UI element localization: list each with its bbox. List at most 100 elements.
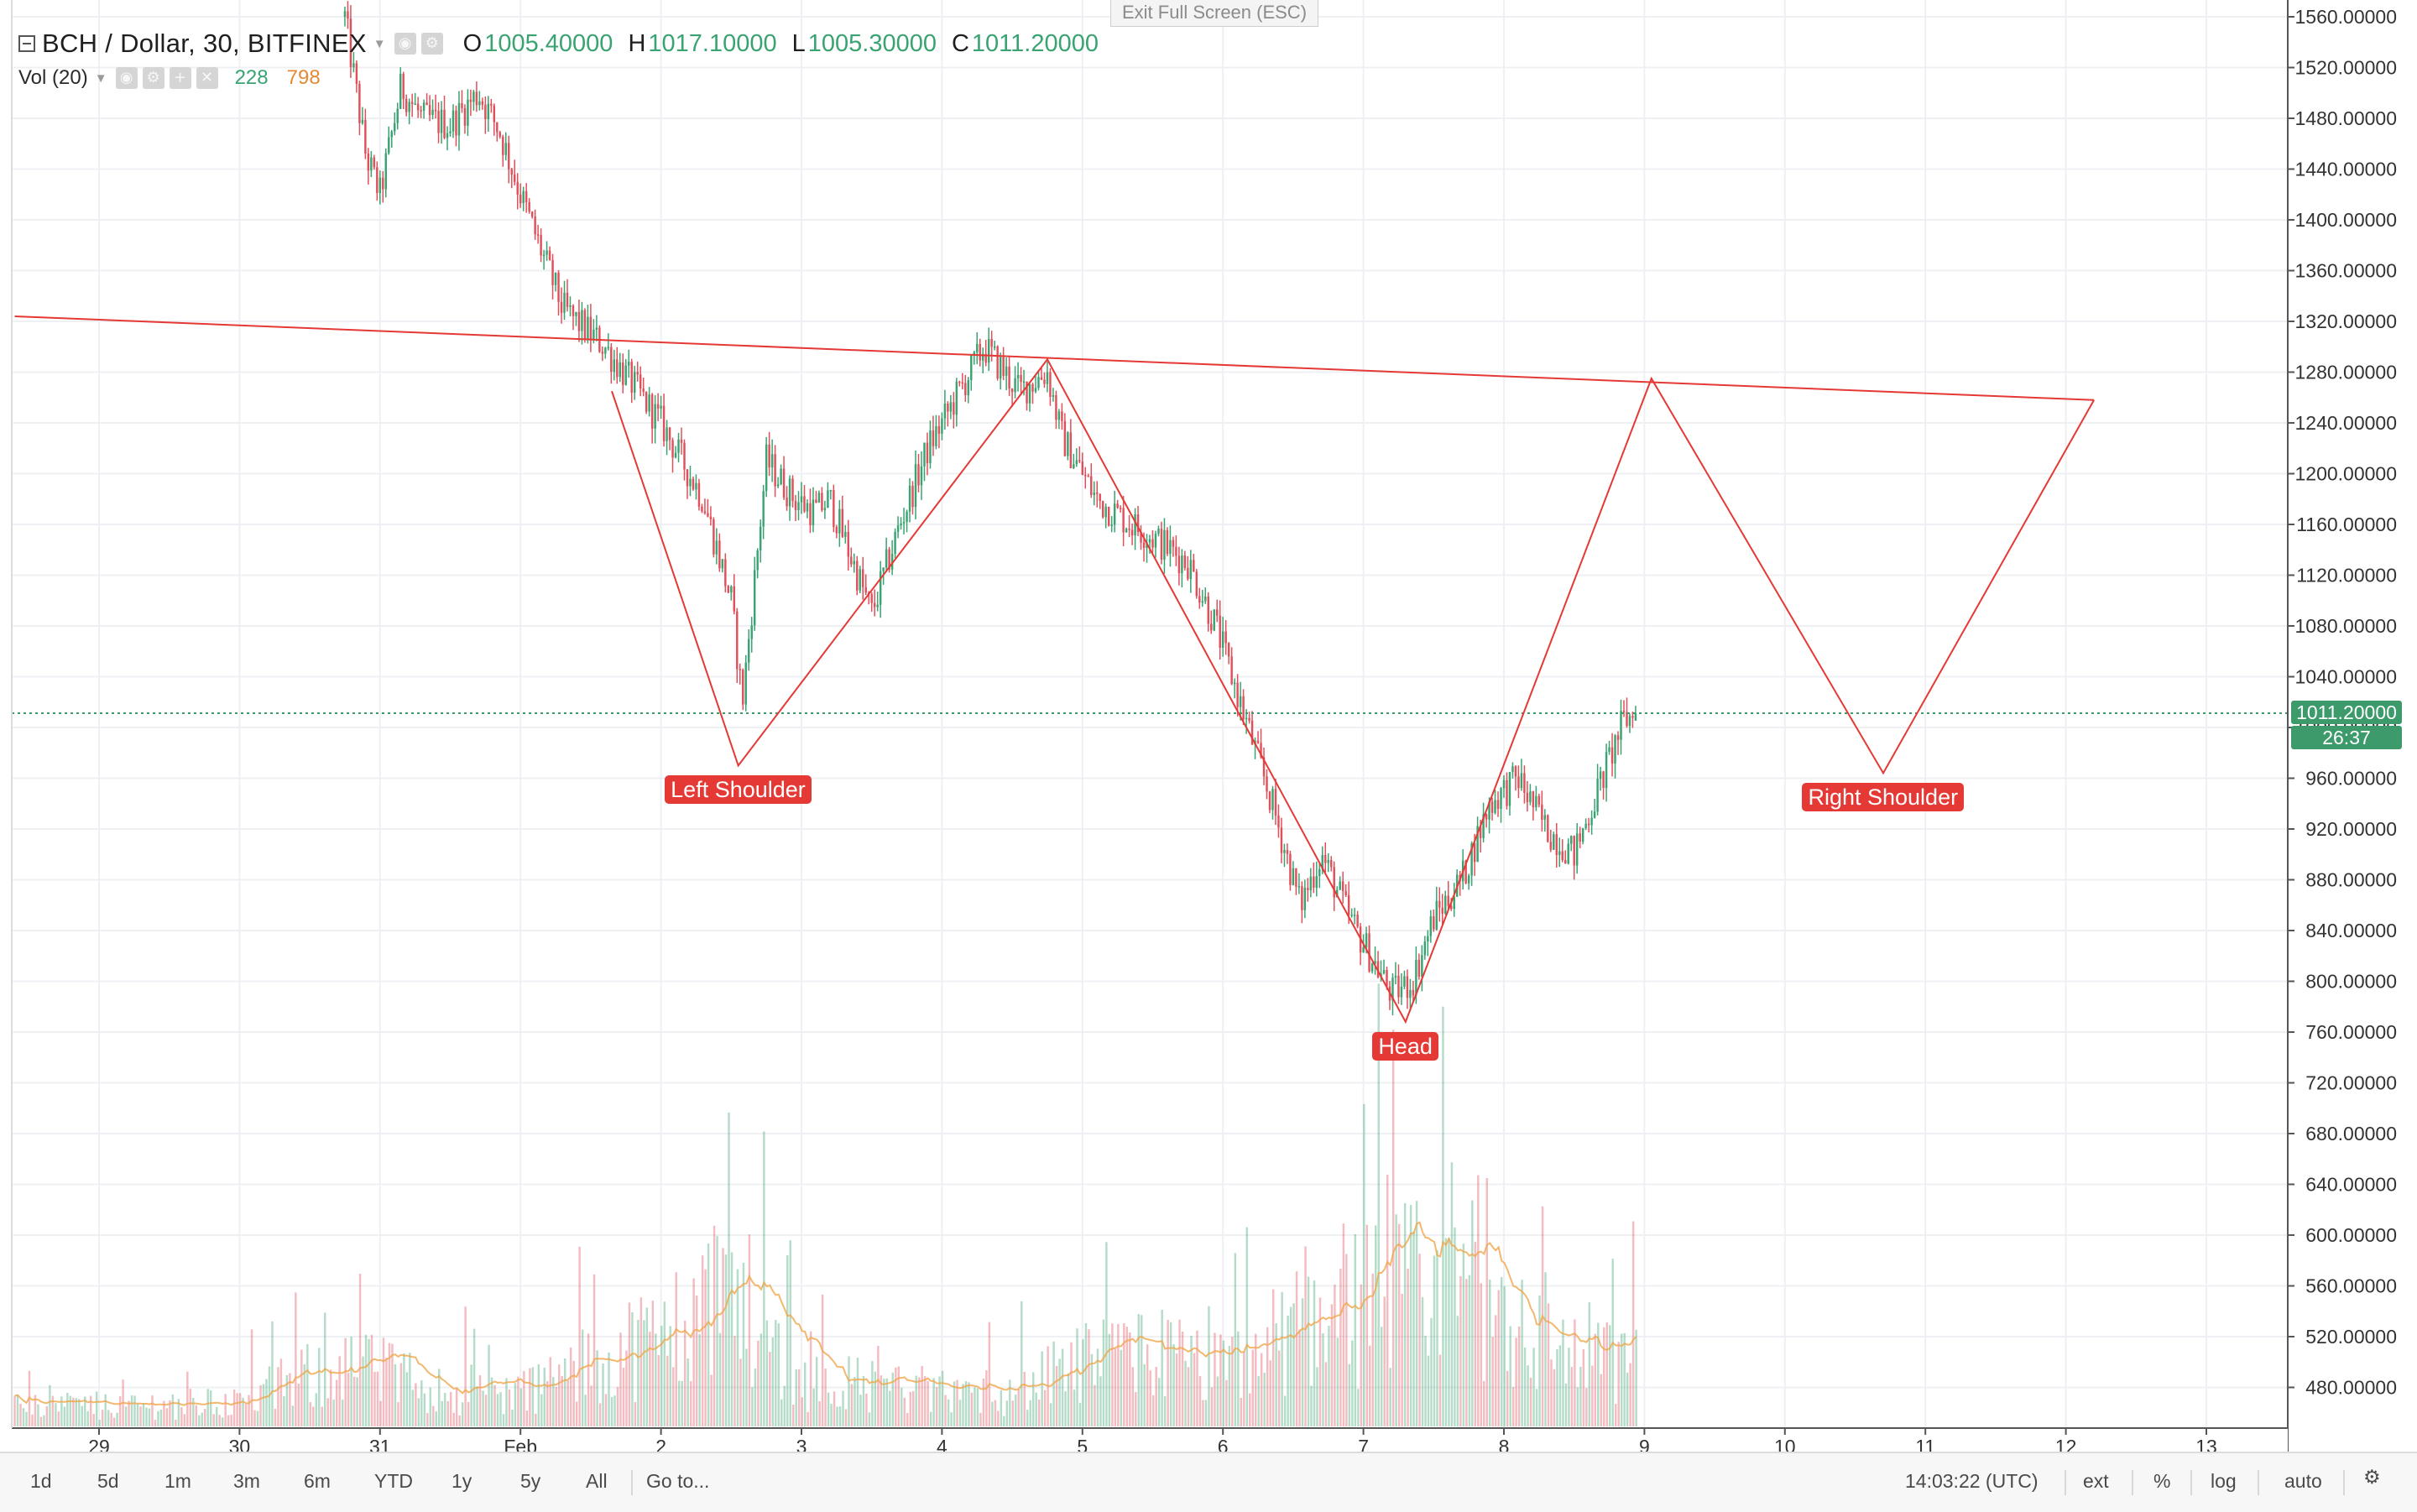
volume-bar <box>1483 1380 1485 1426</box>
candle-body <box>1581 827 1584 842</box>
volume-bar <box>917 1377 921 1426</box>
candle-body <box>557 273 560 302</box>
volume-bar <box>1444 1238 1448 1426</box>
candle-body <box>499 132 502 137</box>
close-icon[interactable]: ✕ <box>196 67 218 89</box>
candle-body <box>1052 394 1055 397</box>
candle-body <box>384 153 387 190</box>
volume-bar <box>525 1410 529 1426</box>
volume-bar <box>569 1347 572 1426</box>
candle-body <box>955 381 958 415</box>
range-1m-button[interactable]: 1m <box>164 1470 191 1492</box>
volume-bar <box>660 1326 663 1426</box>
volume-bar <box>979 1412 982 1426</box>
volume-bar <box>300 1349 303 1426</box>
head-label[interactable]: Head <box>1372 1031 1438 1061</box>
volume-bar <box>681 1380 683 1426</box>
volume-bar <box>1318 1297 1322 1426</box>
volume-bar <box>511 1409 514 1426</box>
eye-icon[interactable]: ◉ <box>394 33 416 55</box>
volume-bar <box>1351 1340 1354 1426</box>
volume-bar <box>1219 1334 1222 1426</box>
volume-bar <box>970 1392 974 1426</box>
candle-body <box>639 374 642 389</box>
volume-indicator-name[interactable]: Vol (20) <box>18 66 88 89</box>
volume-bar <box>783 1385 786 1426</box>
price-tick-label: 1240.00000 <box>2294 412 2397 434</box>
high-label: H <box>628 29 646 57</box>
utc-clock[interactable]: 14:03:22 (UTC) <box>1905 1470 2039 1492</box>
volume-bar <box>1193 1353 1196 1426</box>
volume-bar <box>531 1367 535 1426</box>
volume-bar <box>499 1392 502 1426</box>
plus-icon[interactable]: + <box>169 67 191 89</box>
volume-bar <box>807 1411 809 1426</box>
volume-bar <box>271 1321 274 1426</box>
candle-body <box>1049 372 1052 397</box>
volume-bar <box>962 1384 964 1426</box>
range-ytd-button[interactable]: YTD <box>374 1470 413 1492</box>
right-shoulder-label[interactable]: Right Shoulder <box>1802 783 1965 812</box>
volume-bar <box>871 1361 874 1426</box>
head-and-shoulders-drawing[interactable] <box>14 315 2095 1025</box>
candle-body <box>744 662 747 705</box>
percent-scale-button[interactable]: % <box>2153 1470 2171 1492</box>
candle-body <box>882 567 885 571</box>
auto-scale-button[interactable]: auto <box>2284 1470 2322 1492</box>
volume-bar <box>1574 1319 1576 1426</box>
candle-body <box>508 143 510 169</box>
volume-bar <box>1477 1175 1480 1426</box>
candle-body <box>382 177 384 190</box>
volume-bar <box>1214 1332 1216 1426</box>
volume-bar <box>25 1411 28 1426</box>
symbol-title[interactable]: BCH / Dollar, 30, BITFINEX <box>42 29 367 58</box>
log-scale-button[interactable]: log <box>2211 1470 2237 1492</box>
candle-body <box>1022 381 1026 383</box>
range-5y-button[interactable]: 5y <box>520 1470 541 1492</box>
chevron-down-icon[interactable]: ▼ <box>373 36 386 51</box>
volume-bar <box>201 1412 203 1426</box>
eye-icon[interactable]: ◉ <box>115 67 138 89</box>
volume-bar <box>529 1368 531 1426</box>
range-1y-button[interactable]: 1y <box>452 1470 472 1492</box>
collapse-icon[interactable] <box>18 35 35 52</box>
price-tick-label: 1480.00000 <box>2294 107 2397 129</box>
range-3m-button[interactable]: 3m <box>233 1470 260 1492</box>
candle-body <box>1175 546 1177 556</box>
chevron-down-icon[interactable]: ▼ <box>94 70 107 86</box>
range-1d-button[interactable]: 1d <box>30 1470 52 1492</box>
gear-icon[interactable]: ⚙ <box>142 67 164 89</box>
gear-icon[interactable]: ⚙ <box>2363 1467 2381 1489</box>
volume-bar <box>1623 1332 1626 1426</box>
volume-bar <box>1261 1353 1263 1426</box>
price-axis-background <box>2288 0 2417 1452</box>
volume-bar <box>195 1405 198 1426</box>
gear-icon[interactable]: ⚙ <box>420 33 443 55</box>
candle-body <box>1473 843 1476 863</box>
volume-bar <box>210 1390 212 1426</box>
volume-bar <box>189 1389 192 1426</box>
candle-body <box>806 503 809 512</box>
left-shoulder-label[interactable]: Left Shoulder <box>665 775 812 805</box>
extended-hours-button[interactable]: ext <box>2083 1470 2109 1492</box>
volume-bar <box>107 1410 110 1426</box>
price-tick-label: 840.00000 <box>2305 920 2397 941</box>
volume-bar <box>616 1386 619 1426</box>
candle-body <box>443 109 446 138</box>
candle-body <box>1400 986 1403 998</box>
volume-bar <box>151 1395 154 1426</box>
volume-bar <box>1480 1283 1483 1426</box>
candle-body <box>487 103 490 120</box>
candle-body <box>1005 366 1008 376</box>
range-all-button[interactable]: All <box>586 1470 608 1492</box>
goto-date-button[interactable]: Go to... <box>646 1470 710 1492</box>
candle-body <box>390 131 393 138</box>
candle-body <box>668 427 671 441</box>
candle-body <box>727 586 730 593</box>
volume-bar <box>1322 1332 1324 1426</box>
candle-body <box>587 316 589 340</box>
range-5d-button[interactable]: 5d <box>97 1470 119 1492</box>
range-6m-button[interactable]: 6m <box>304 1470 331 1492</box>
exit-fullscreen-button[interactable]: Exit Full Screen (ESC) <box>1110 0 1318 27</box>
